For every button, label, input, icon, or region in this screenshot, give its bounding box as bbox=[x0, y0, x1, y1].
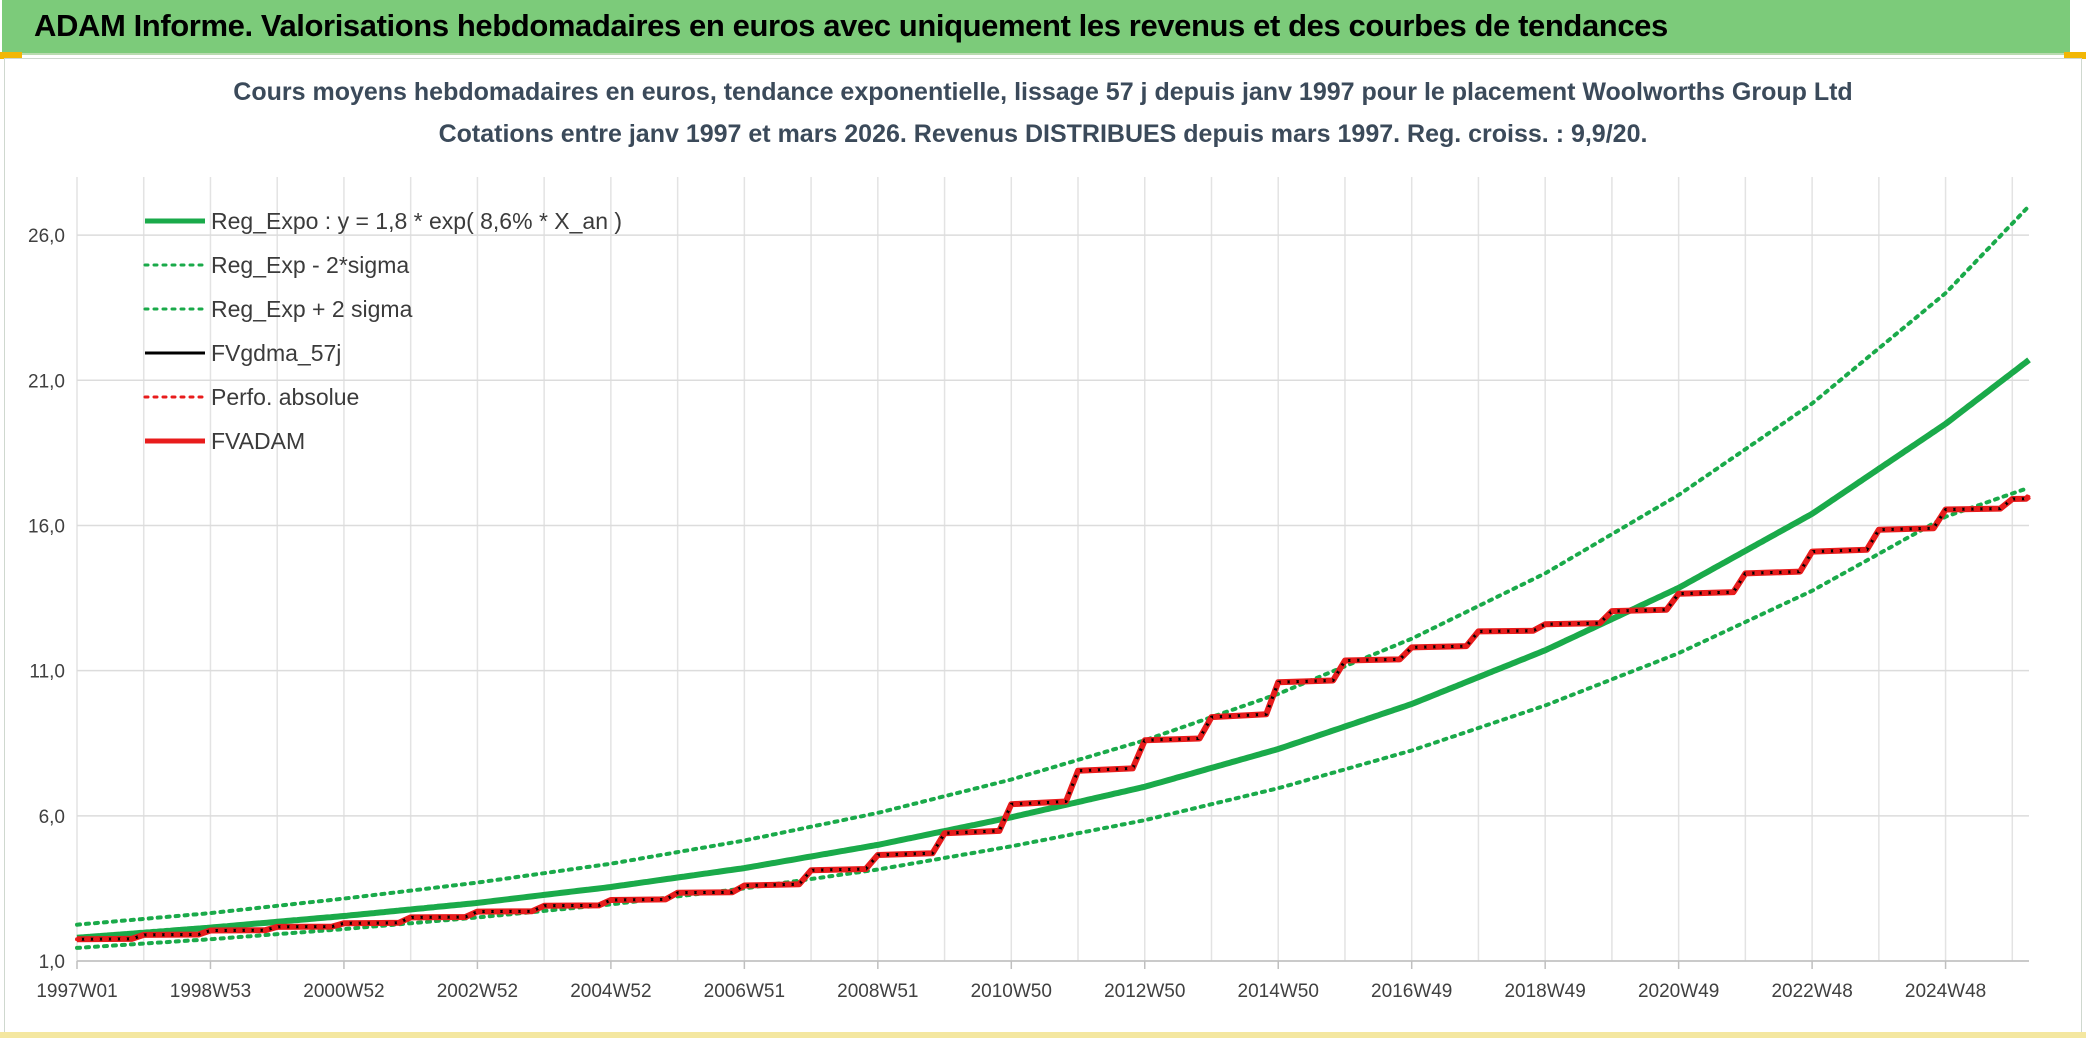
legend-label: FVADAM bbox=[211, 428, 305, 454]
y-tick-label: 26,0 bbox=[28, 226, 65, 247]
x-tick-label: 2014W50 bbox=[1238, 981, 1319, 1002]
bottom-strip bbox=[0, 1032, 2086, 1038]
report-title: ADAM Informe. Valorisations hebdomadaire… bbox=[34, 8, 1668, 43]
y-tick-label: 21,0 bbox=[28, 371, 65, 392]
series-line-4 bbox=[75, 494, 2031, 942]
series-line-0 bbox=[76, 357, 2031, 941]
x-tick-label: 2022W48 bbox=[1771, 981, 1852, 1002]
series-line-2 bbox=[75, 204, 2031, 927]
x-tick-label: 2008W51 bbox=[837, 981, 918, 1002]
x-tick-label: 2010W50 bbox=[971, 981, 1052, 1002]
legend-label: Perfo. absolue bbox=[211, 384, 359, 410]
legend-label: Reg_Exp + 2 sigma bbox=[211, 296, 413, 322]
series-line-5 bbox=[76, 494, 2031, 943]
chart-series bbox=[75, 204, 2031, 950]
chart-legend: Reg_Expo : y = 1,8 * exp( 8,6% * X_an ) R… bbox=[143, 208, 622, 454]
chart-title: Cours moyens hebdomadaires en euros, ten… bbox=[233, 78, 1852, 106]
x-tick-label: 2020W49 bbox=[1638, 981, 1719, 1002]
chart-svg: Cours moyens hebdomadaires en euros, ten… bbox=[28, 78, 2031, 1002]
chart-panel: Cours moyens hebdomadaires en euros, ten… bbox=[4, 58, 2082, 1034]
x-tick-label: 2000W52 bbox=[303, 981, 384, 1002]
x-tick-label: 2024W48 bbox=[1905, 981, 1986, 1002]
y-tick-label: 11,0 bbox=[29, 662, 65, 683]
legend-label: Reg_Exp - 2*sigma bbox=[211, 252, 409, 278]
y-tick-label: 16,0 bbox=[28, 516, 65, 537]
corner-mark-right bbox=[2064, 52, 2086, 59]
y-tick-label: 1,0 bbox=[39, 952, 65, 973]
legend-label: FVgdma_57j bbox=[211, 340, 341, 366]
chart-subtitle: Cotations entre janv 1997 et mars 2026. … bbox=[439, 120, 1648, 148]
chart-axes: 1,0 6,0 11,0 16,0 21,0 26,0 1997W01 1998W53 2000… bbox=[28, 226, 2029, 1002]
series-line-3 bbox=[76, 495, 2030, 941]
x-tick-label: 2018W49 bbox=[1504, 981, 1585, 1002]
x-tick-label: 2006W51 bbox=[704, 981, 785, 1002]
x-tick-label: 2016W49 bbox=[1371, 981, 1452, 1002]
corner-mark-left bbox=[0, 52, 22, 59]
y-tick-label: 6,0 bbox=[39, 807, 65, 828]
x-tick-label: 2004W52 bbox=[570, 981, 651, 1002]
x-tick-label: 1997W01 bbox=[36, 981, 117, 1002]
report-header: ADAM Informe. Valorisations hebdomadaire… bbox=[2, 0, 2070, 55]
legend-label: Reg_Expo : y = 1,8 * exp( 8,6% * X_an ) bbox=[211, 208, 622, 234]
x-tick-label: 2002W52 bbox=[437, 981, 518, 1002]
chart-grid bbox=[76, 177, 2029, 962]
x-tick-label: 2012W50 bbox=[1104, 981, 1185, 1002]
x-tick-label: 1998W53 bbox=[170, 981, 251, 1002]
